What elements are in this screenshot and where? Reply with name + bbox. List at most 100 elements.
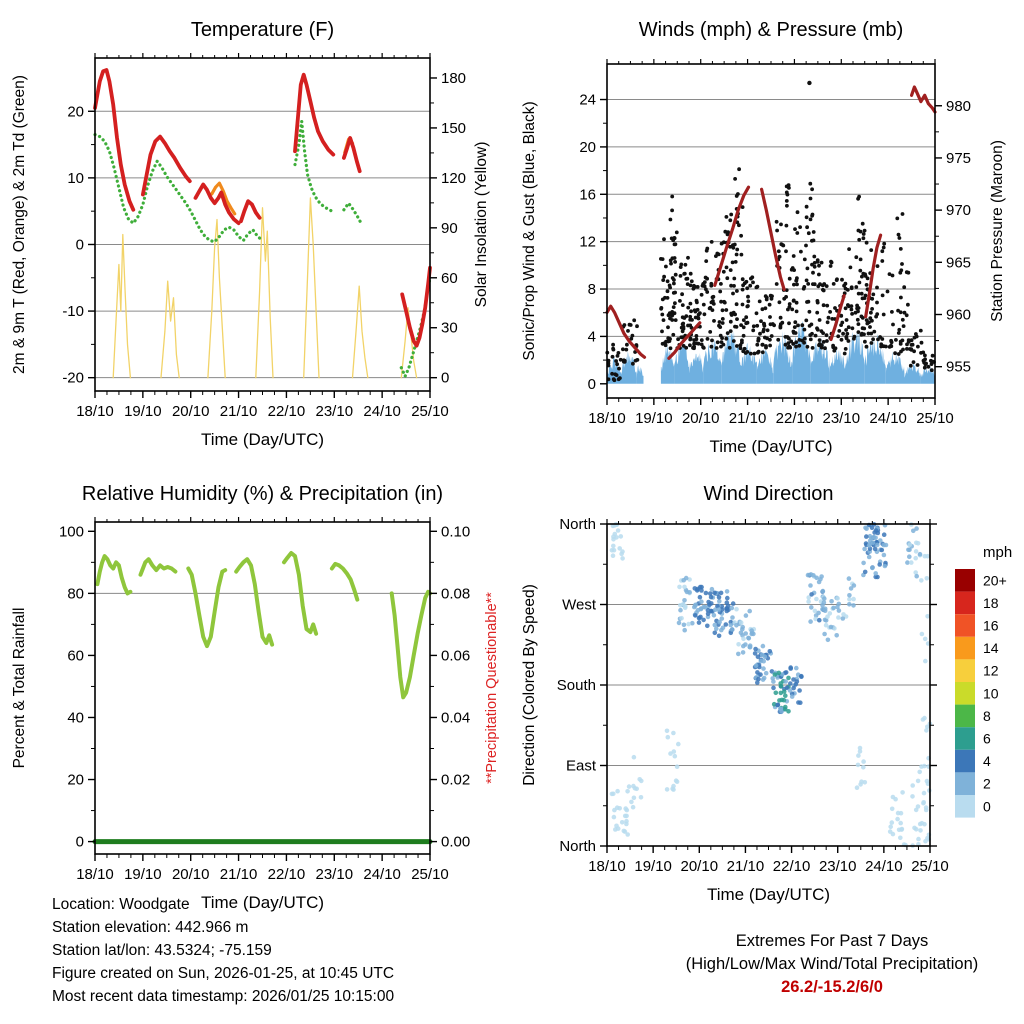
station-location: Location: Woodgate [52, 896, 190, 913]
svg-text:12: 12 [579, 234, 596, 251]
svg-text:22/10: 22/10 [268, 866, 306, 883]
svg-text:80: 80 [67, 585, 84, 602]
svg-text:965: 965 [946, 254, 971, 271]
svg-text:Percent & Total Rainfall: Percent & Total Rainfall [11, 608, 28, 769]
svg-text:120: 120 [441, 170, 466, 187]
svg-text:14: 14 [983, 640, 999, 656]
svg-text:Time (Day/UTC): Time (Day/UTC) [709, 437, 832, 456]
svg-text:100: 100 [59, 523, 84, 540]
most-recent-data-timestamp: Most recent data timestamp: 2026/01/25 1… [52, 988, 395, 1005]
winds-pressure-chart: 18/10 19/10 20/10 21/10 22/10 23/10 24/10 25/10… [521, 19, 1006, 456]
svg-text:0.02: 0.02 [441, 772, 470, 789]
svg-text:0: 0 [588, 376, 596, 393]
svg-text:2: 2 [983, 776, 991, 792]
svg-text:Direction (Colored By Speed): Direction (Colored By Speed) [521, 584, 538, 786]
svg-text:West: West [562, 597, 597, 614]
svg-text:Temperature (F): Temperature (F) [191, 19, 334, 41]
svg-text:Wind Direction: Wind Direction [703, 483, 833, 505]
svg-text:20/10: 20/10 [172, 866, 210, 883]
svg-text:10: 10 [983, 685, 999, 701]
svg-text:19/10: 19/10 [124, 403, 162, 420]
svg-text:16: 16 [579, 186, 596, 203]
svg-text:23/10: 23/10 [819, 858, 857, 875]
svg-text:24/10: 24/10 [865, 858, 903, 875]
svg-text:960: 960 [946, 307, 971, 324]
svg-text:18/10: 18/10 [588, 410, 626, 427]
svg-text:Solar Insolation (Yellow): Solar Insolation (Yellow) [473, 142, 490, 308]
svg-text:150: 150 [441, 120, 466, 137]
svg-text:Time (Day/UTC): Time (Day/UTC) [201, 430, 324, 449]
svg-text:60: 60 [67, 647, 84, 664]
svg-text:0: 0 [983, 798, 991, 814]
svg-text:6: 6 [983, 731, 991, 747]
svg-text:18/10: 18/10 [588, 858, 626, 875]
svg-text:955: 955 [946, 359, 971, 376]
svg-text:-20: -20 [62, 370, 84, 387]
svg-text:Winds (mph) & Pressure (mb): Winds (mph) & Pressure (mb) [639, 19, 904, 41]
svg-text:0.00: 0.00 [441, 834, 470, 851]
svg-text:2m & 9m T (Red, Orange) & 2m T: 2m & 9m T (Red, Orange) & 2m Td (Green) [11, 75, 28, 374]
svg-text:18/10: 18/10 [76, 403, 114, 420]
svg-text:20+: 20+ [983, 572, 1007, 588]
svg-text:Time (Day/UTC): Time (Day/UTC) [201, 893, 324, 912]
svg-text:0.06: 0.06 [441, 647, 470, 664]
extremes-summary: Extremes For Past 7 Days (High/Low/Max W… [640, 930, 1024, 999]
svg-text:20: 20 [579, 139, 596, 156]
svg-text:10: 10 [67, 170, 84, 187]
svg-text:0: 0 [76, 236, 84, 253]
svg-text:16: 16 [983, 618, 999, 634]
svg-text:mph: mph [983, 544, 1012, 561]
svg-text:0: 0 [441, 370, 449, 387]
svg-text:South: South [557, 677, 596, 694]
extremes-title: Extremes For Past 7 Days [735, 932, 929, 950]
figure-created-timestamp: Figure created on Sun, 2026-01-25, at 10… [52, 965, 395, 982]
svg-text:20/10: 20/10 [681, 858, 719, 875]
svg-text:23/10: 23/10 [823, 410, 861, 427]
svg-text:-10: -10 [62, 303, 84, 320]
station-elevation: Station elevation: 442.966 m [52, 919, 249, 936]
svg-text:980: 980 [946, 98, 971, 115]
svg-text:21/10: 21/10 [727, 858, 765, 875]
station-latlon: Station lat/lon: 43.5324; -75.159 [52, 942, 272, 959]
svg-text:25/10: 25/10 [911, 858, 949, 875]
svg-text:90: 90 [441, 220, 458, 237]
svg-text:24: 24 [579, 92, 596, 109]
svg-text:0.08: 0.08 [441, 585, 470, 602]
svg-text:24/10: 24/10 [869, 410, 907, 427]
svg-text:25/10: 25/10 [916, 410, 954, 427]
svg-text:20/10: 20/10 [682, 410, 720, 427]
svg-text:8: 8 [588, 281, 596, 298]
svg-text:975: 975 [946, 150, 971, 167]
svg-text:24/10: 24/10 [363, 403, 401, 420]
svg-text:Station Pressure (Maroon): Station Pressure (Maroon) [989, 140, 1006, 322]
extremes-subtitle: (High/Low/Max Wind/Total Precipitation) [685, 955, 979, 973]
temperature-chart: 18/10 19/10 20/10 21/10 22/10 23/10 24/10 25/10… [11, 19, 490, 449]
svg-text:180: 180 [441, 70, 466, 87]
svg-text:22/10: 22/10 [773, 858, 811, 875]
svg-text:18/10: 18/10 [76, 866, 114, 883]
svg-text:20: 20 [67, 772, 84, 789]
svg-text:**Precipitation Questionable**: **Precipitation Questionable** [484, 592, 500, 784]
svg-text:8: 8 [983, 708, 991, 724]
svg-text:21/10: 21/10 [220, 866, 258, 883]
svg-text:0: 0 [76, 834, 84, 851]
station-info: Location: Woodgate Station elevation: 44… [52, 893, 394, 1008]
svg-text:19/10: 19/10 [635, 410, 673, 427]
svg-text:4: 4 [983, 753, 991, 769]
svg-text:25/10: 25/10 [411, 866, 449, 883]
svg-text:North: North [559, 838, 596, 855]
svg-text:23/10: 23/10 [316, 866, 354, 883]
svg-text:40: 40 [67, 709, 84, 726]
svg-text:19/10: 19/10 [124, 866, 162, 883]
svg-text:970: 970 [946, 202, 971, 219]
svg-text:25/10: 25/10 [411, 403, 449, 420]
svg-text:24/10: 24/10 [363, 866, 401, 883]
svg-text:22/10: 22/10 [776, 410, 814, 427]
svg-text:19/10: 19/10 [634, 858, 672, 875]
svg-text:Time (Day/UTC): Time (Day/UTC) [707, 885, 830, 904]
svg-text:North: North [559, 516, 596, 533]
svg-text:60: 60 [441, 270, 458, 287]
svg-text:20: 20 [67, 103, 84, 120]
svg-text:Relative Humidity (%) & Precip: Relative Humidity (%) & Precipitation (i… [82, 483, 443, 505]
